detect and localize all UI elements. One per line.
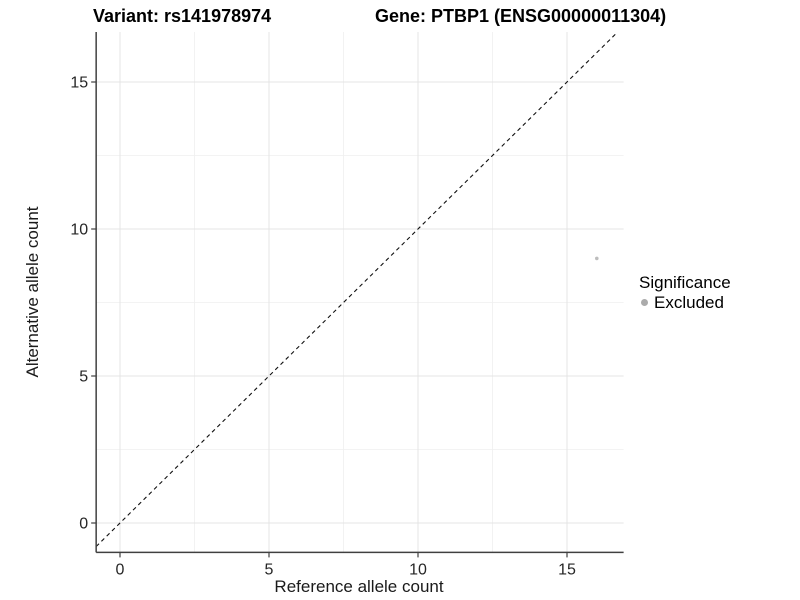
gene-title: Gene: PTBP1 (ENSG00000011304) — [375, 6, 667, 26]
data-point — [595, 256, 599, 261]
x-axis-title: Reference allele count — [274, 577, 444, 596]
legend-title: Significance — [639, 273, 731, 292]
x-tick-label: 10 — [409, 561, 427, 578]
x-tick-label: 5 — [265, 561, 274, 578]
y-axis-title: Alternative allele count — [23, 206, 42, 378]
y-tick-label: 10 — [70, 222, 88, 239]
legend-item-label: Excluded — [654, 293, 724, 312]
identity-dashed-line — [95, 31, 619, 547]
legend-key-dot — [641, 299, 648, 306]
x-tick-label: 15 — [558, 561, 576, 578]
x-tick-label: 0 — [116, 561, 125, 578]
legend: Significance Excluded — [639, 273, 731, 311]
y-tick-label: 15 — [70, 75, 88, 92]
y-tick-label: 0 — [79, 516, 88, 533]
legend-item-excluded: Excluded — [639, 294, 731, 311]
y-tick-label: 5 — [79, 369, 88, 386]
variant-title: Variant: rs141978974 — [93, 6, 272, 26]
